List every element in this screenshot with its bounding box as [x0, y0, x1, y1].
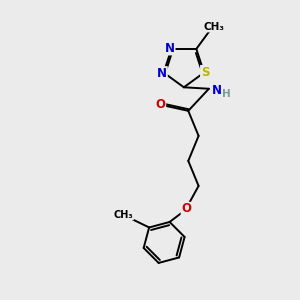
Text: CH₃: CH₃: [203, 22, 224, 32]
Text: N: N: [212, 84, 222, 97]
Text: O: O: [181, 202, 191, 215]
Text: O: O: [156, 98, 166, 111]
Text: N: N: [165, 42, 175, 55]
Text: N: N: [157, 67, 167, 80]
Text: S: S: [201, 65, 209, 79]
Text: CH₃: CH₃: [114, 210, 133, 220]
Text: H: H: [222, 89, 230, 99]
